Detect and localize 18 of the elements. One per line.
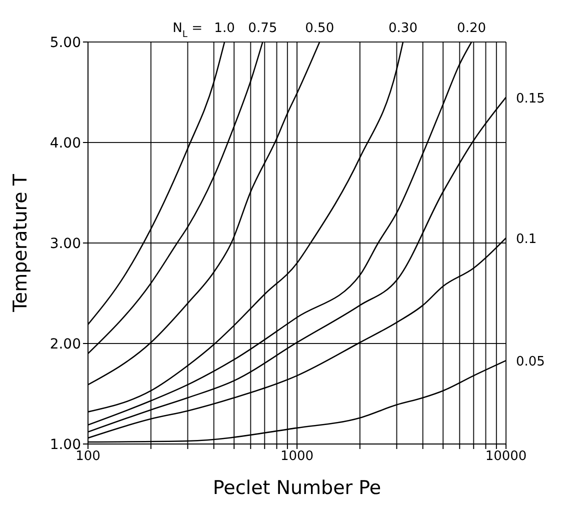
series-label: 0.75 [248, 21, 278, 36]
y-tick-label: 4.00 [50, 135, 81, 152]
legend-title: N$_{L}$ = [172, 21, 203, 40]
y-tick-label: 2.00 [50, 336, 81, 352]
x-axis-title: Peclet Number Pe [212, 477, 382, 499]
x-tick-label: 1000 [280, 449, 314, 464]
y-tick-label: 3.00 [50, 236, 81, 252]
series-label: 0.50 [305, 21, 334, 36]
series-label: 0.30 [388, 21, 418, 36]
series-label: 0.05 [516, 354, 545, 370]
x-tick-label: 10000 [485, 449, 527, 464]
y-tick-label: 5.00 [50, 34, 81, 51]
series-label: 1.0 [214, 21, 235, 36]
series-label: 0.20 [457, 21, 486, 36]
series-label: 0.15 [516, 91, 545, 106]
series-label: 0.1 [516, 232, 537, 247]
x-tick-label: 100 [76, 449, 100, 464]
y-axis-title: Temperature T [10, 174, 32, 314]
